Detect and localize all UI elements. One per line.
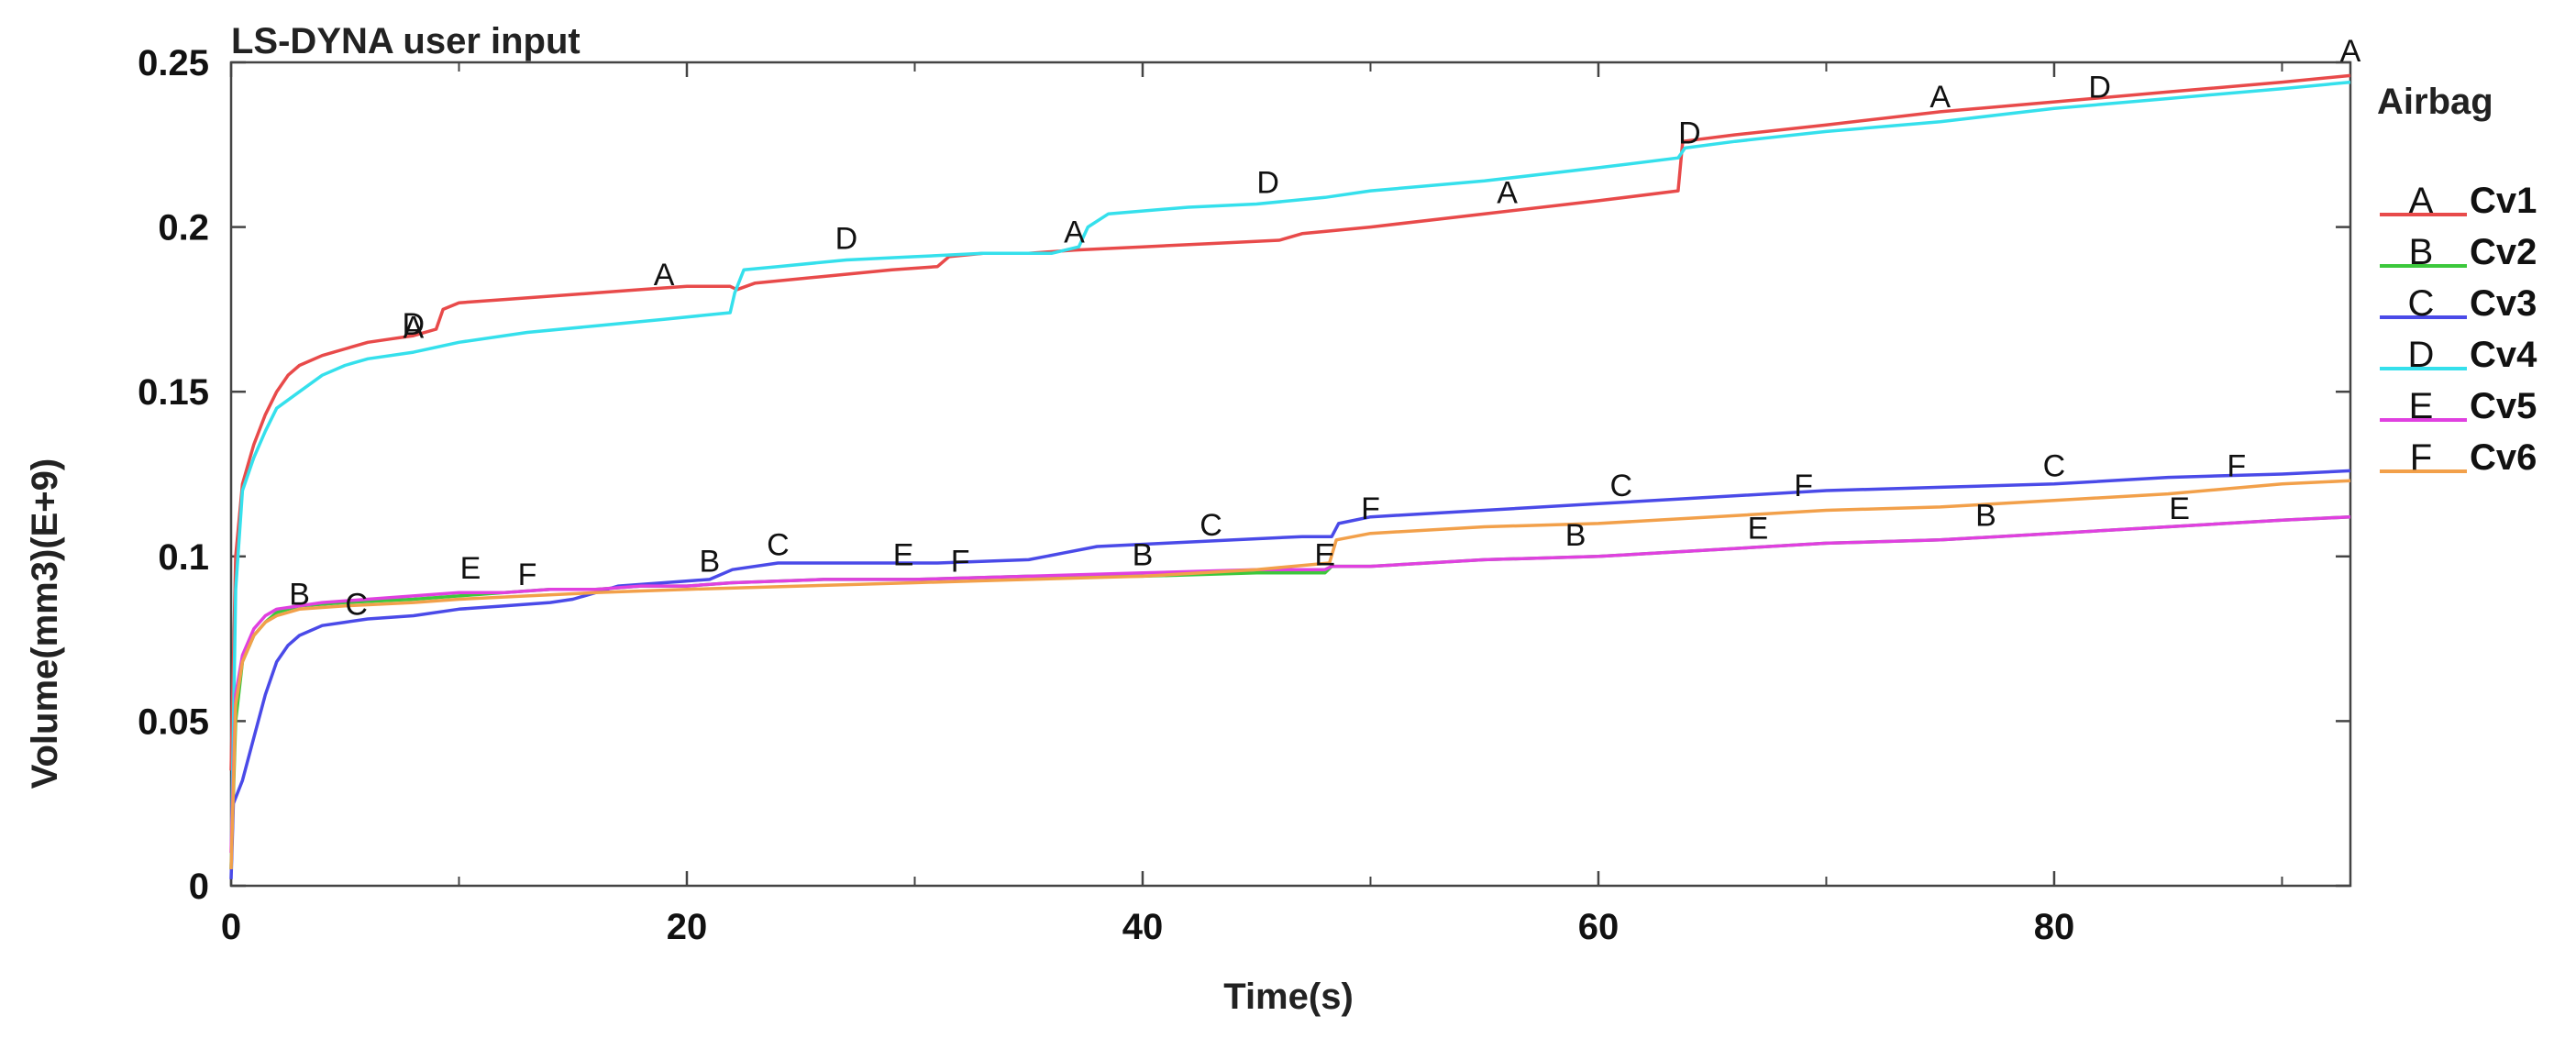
series-marker-cv3: C <box>767 528 790 563</box>
series-line-cv6 <box>229 479 2351 870</box>
legend-letter-cv5: E <box>2409 386 2434 426</box>
x-tick-label: 0 <box>221 907 241 947</box>
plot-frame <box>229 61 2352 888</box>
legend-letter-cv3: C <box>2408 283 2435 324</box>
legend-label-cv5: Cv5 <box>2470 386 2537 426</box>
series-marker-cv6: F <box>518 558 537 592</box>
legend-letter-cv1: A <box>2409 181 2434 221</box>
legend-label-cv3: Cv3 <box>2470 283 2537 324</box>
series-marker-cv2: B <box>1565 518 1587 553</box>
legend-label-cv6: Cv6 <box>2470 437 2537 478</box>
series-marker-cv3: C <box>345 587 368 622</box>
series-marker-cv3: C <box>1610 469 1633 503</box>
series-marker-cv2: B <box>289 577 310 612</box>
series-marker-cv4: D <box>1678 116 1701 151</box>
series-marker-cv6: F <box>1794 469 1813 503</box>
series-line-cv3 <box>229 469 2351 879</box>
series-marker-cv5: E <box>460 551 481 586</box>
series-marker-cv2: B <box>1133 537 1154 572</box>
series-marker-cv1: A <box>654 258 675 293</box>
y-tick-label: 0.15 <box>138 372 209 413</box>
y-tick-label: 0.1 <box>158 537 209 578</box>
legend-letter-cv4: D <box>2408 335 2435 375</box>
series-marker-cv4: D <box>403 307 426 342</box>
series-marker-cv6: F <box>1361 491 1380 526</box>
chart-title: LS-DYNA user input <box>231 21 580 61</box>
legend-label-cv4: Cv4 <box>2470 335 2537 375</box>
y-tick-label: 0.2 <box>158 208 209 248</box>
y-tick-label: 0.25 <box>138 43 209 83</box>
legend-title: Airbag <box>2377 82 2493 122</box>
series-line-cv4 <box>229 80 2351 870</box>
series-marker-cv1: A <box>1929 80 1951 115</box>
x-tick-label: 20 <box>667 907 708 947</box>
series-marker-cv1: A <box>2340 34 2361 69</box>
series-marker-cv2: B <box>1975 498 1996 533</box>
series-marker-cv6: F <box>951 545 970 580</box>
series-marker-cv2: B <box>699 545 720 580</box>
series-marker-cv5: E <box>893 537 914 572</box>
x-tick-label: 80 <box>2034 907 2075 947</box>
legend: A Cv1 B Cv2 C Cv3 D Cv4 E Cv5 F Cv6 <box>2380 181 2537 478</box>
series-line-cv1 <box>229 73 2351 771</box>
series-marker-cv6: F <box>2227 448 2246 483</box>
series-marker-cv4: D <box>835 222 858 257</box>
legend-letter-cv6: F <box>2410 437 2432 478</box>
series-marker-cv5: E <box>1748 512 1769 547</box>
x-axis-label: Time(s) <box>1223 977 1354 1017</box>
legend-label-cv2: Cv2 <box>2470 232 2537 272</box>
x-tick-label: 60 <box>1578 907 1620 947</box>
y-tick-label: 0.05 <box>138 701 209 742</box>
legend-letter-cv2: B <box>2409 232 2434 272</box>
series-marker-cv1: A <box>1064 215 1085 249</box>
series-marker-cv1: A <box>1497 175 1518 210</box>
series-line-cv5 <box>229 514 2351 854</box>
y-tick-label: 0 <box>189 867 209 907</box>
series-marker-cv3: C <box>1200 508 1222 543</box>
series-marker-cv4: D <box>2088 70 2111 105</box>
series-marker-cv1: A <box>403 311 424 346</box>
series-marker-cv5: E <box>2169 491 2190 526</box>
x-tick-label: 40 <box>1122 907 1164 947</box>
series-marker-cv5: E <box>1314 537 1335 572</box>
series-marker-cv3: C <box>2043 448 2066 483</box>
series-marker-cv4: D <box>1256 165 1279 200</box>
y-axis-label: Volume(mm3)(E+9) <box>25 458 65 789</box>
legend-label-cv1: Cv1 <box>2470 181 2537 221</box>
